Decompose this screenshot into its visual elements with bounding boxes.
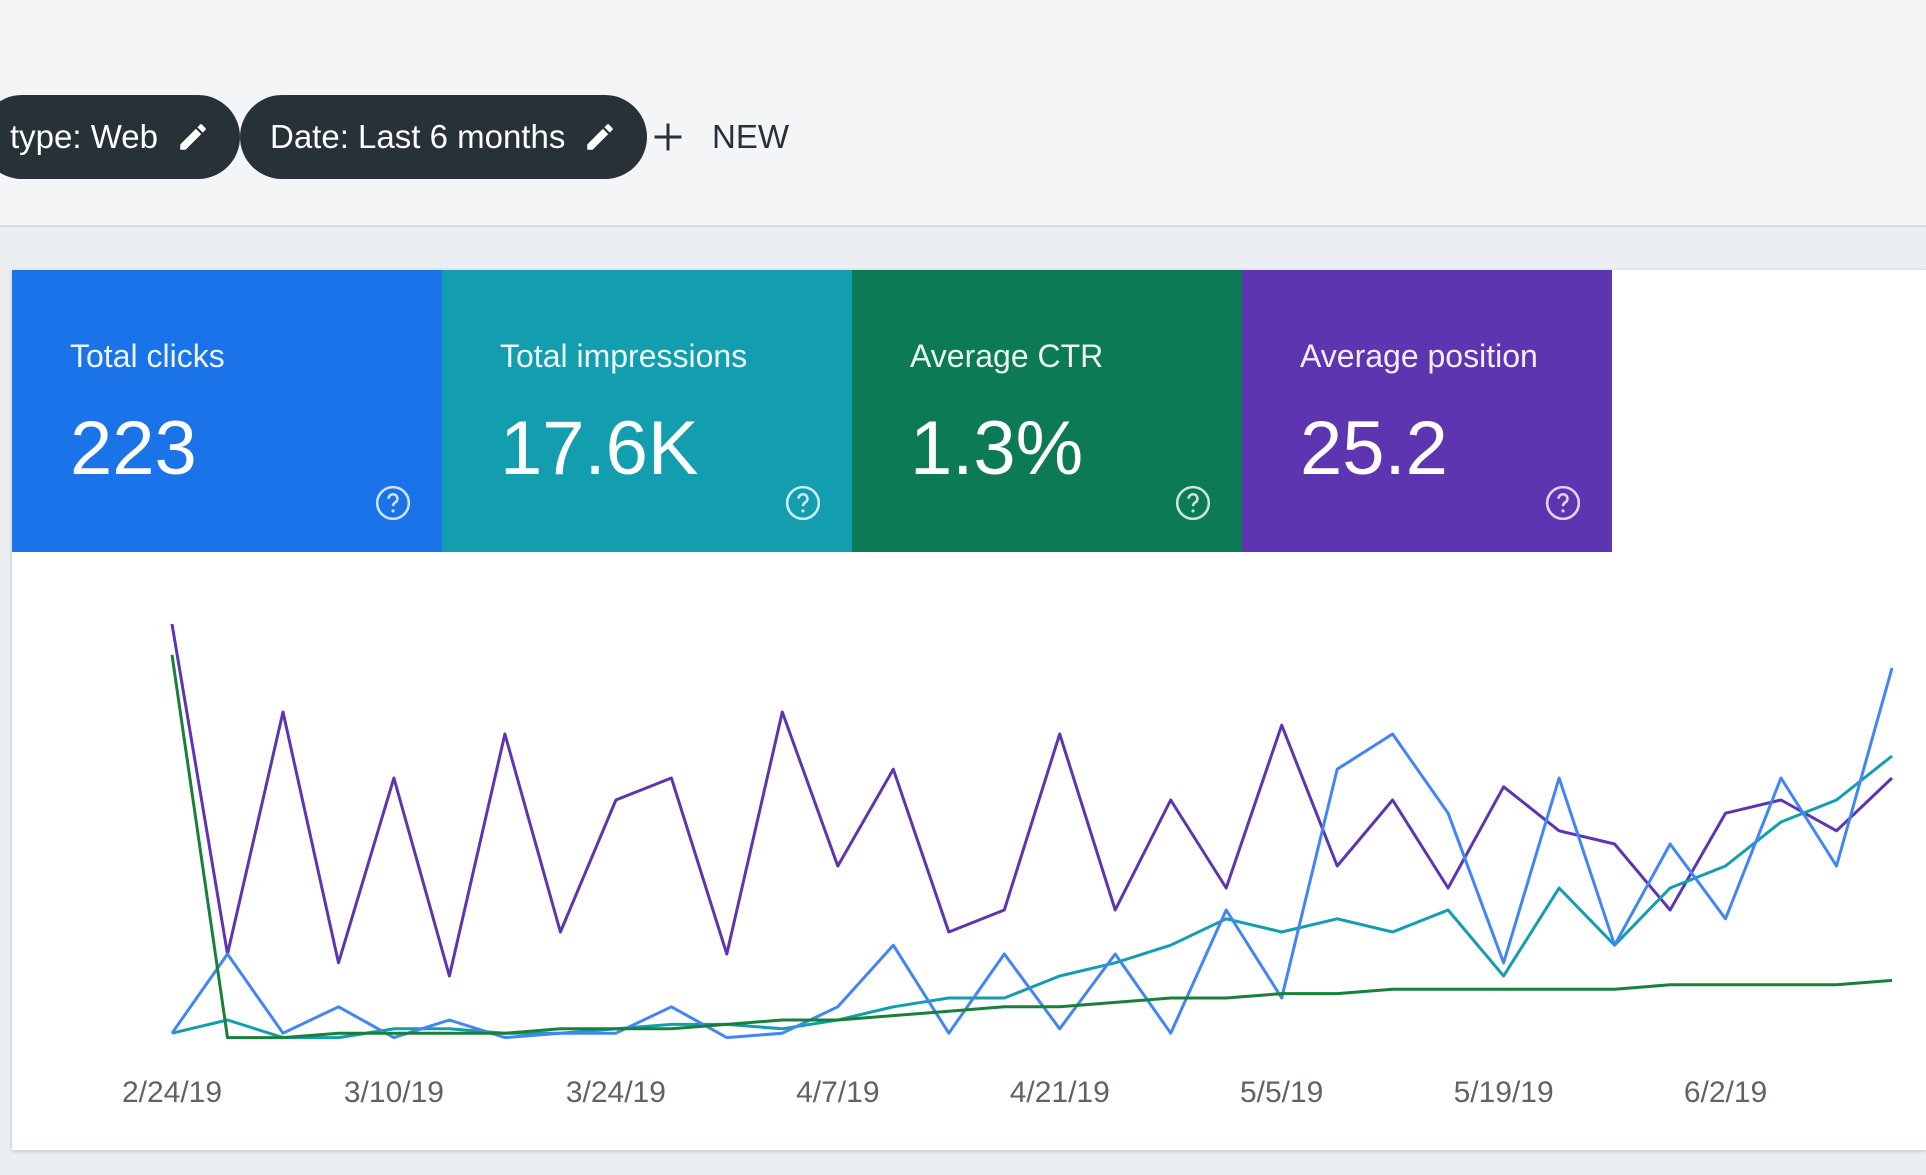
series-line xyxy=(170,654,1893,1040)
help-icon[interactable] xyxy=(374,484,412,522)
x-tick-label: 2/24/19 xyxy=(122,1076,222,1109)
metric-card[interactable]: Total impressions 17.6K xyxy=(442,270,852,552)
metric-card[interactable]: Average position 25.2 xyxy=(1242,270,1612,552)
metric-label: Total clicks xyxy=(70,338,225,374)
edit-icon xyxy=(587,124,614,150)
edit-icon xyxy=(180,124,206,150)
help-icon[interactable] xyxy=(784,484,822,522)
help-icon[interactable] xyxy=(1544,484,1582,522)
x-tick-label: 6/2/19 xyxy=(1684,1076,1767,1109)
chip-label: type: Web xyxy=(10,118,158,155)
x-tick-label: 4/21/19 xyxy=(1010,1076,1110,1109)
chart: 2/24/19 3/10/19 3/24/19 4/7/19 4/21/19 5/5/19… xyxy=(122,623,1894,1109)
plus-icon xyxy=(654,123,682,151)
filter-chip[interactable]: Date: Last 6 months xyxy=(240,95,648,179)
metric-label: Average position xyxy=(1300,338,1538,374)
x-tick-label: 5/5/19 xyxy=(1240,1076,1323,1109)
performance-panel: Total clicks 223 Total impressions 17.6K Ave… xyxy=(12,270,1926,1150)
metric-cards: Total clicks 223 Total impressions 17.6K Ave… xyxy=(12,270,1612,552)
series-line xyxy=(170,623,1894,978)
new-label: NEW xyxy=(712,118,789,155)
metric-card[interactable]: Average CTR 1.3% xyxy=(852,270,1242,552)
metric-value: 1.3% xyxy=(910,406,1084,491)
chip-label: Date: Last 6 months xyxy=(270,118,566,155)
series-line xyxy=(170,667,1894,1040)
x-tick-label: 4/7/19 xyxy=(796,1076,879,1109)
metric-card[interactable]: Total clicks 223 xyxy=(12,270,442,552)
metric-value: 223 xyxy=(70,406,197,491)
new-filter-button[interactable]: NEW xyxy=(650,118,789,156)
help-icon[interactable] xyxy=(1174,484,1212,522)
x-tick-label: 3/10/19 xyxy=(344,1076,444,1109)
metric-label: Total impressions xyxy=(500,338,748,374)
filter-bar: type: Web Date: Last 6 months NEW xyxy=(0,0,1926,227)
filter-chip[interactable]: type: Web xyxy=(0,95,240,179)
metric-value: 17.6K xyxy=(500,406,699,491)
x-tick-label: 5/19/19 xyxy=(1454,1076,1554,1109)
metric-value: 25.2 xyxy=(1300,406,1448,491)
metric-label: Average CTR xyxy=(910,338,1104,374)
series-line xyxy=(171,754,1893,1040)
x-tick-label: 3/24/19 xyxy=(566,1076,666,1109)
